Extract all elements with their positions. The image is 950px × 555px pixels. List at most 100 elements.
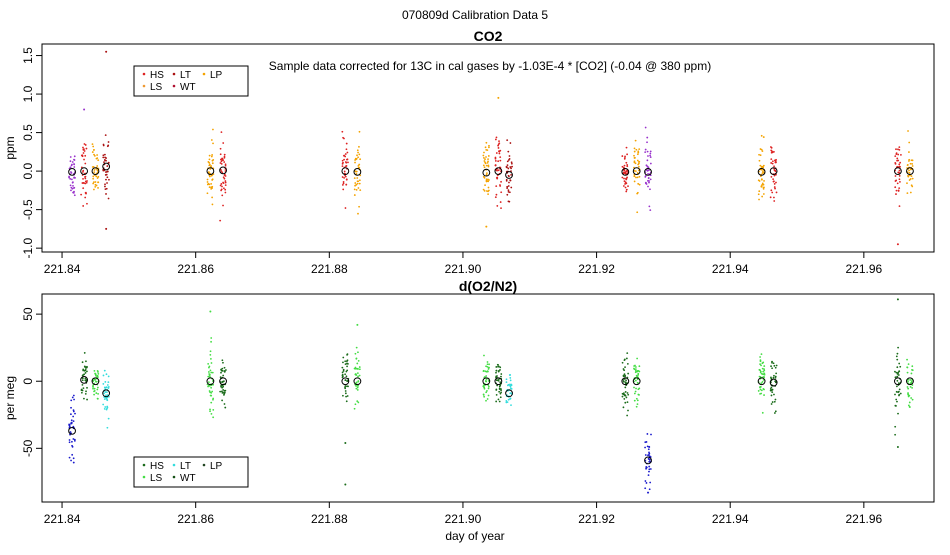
co2-data-point <box>97 159 100 162</box>
o2n2-data-point <box>345 395 347 398</box>
co2-data-point <box>220 131 223 133</box>
co2-data-point <box>105 187 108 190</box>
co2-data-point <box>85 147 88 150</box>
o2n2-data-point <box>896 366 899 369</box>
o2n2-data-point <box>505 381 508 384</box>
co2-legend-label: WT <box>180 82 196 93</box>
o2n2-data-point <box>210 386 213 389</box>
co2-data-point <box>623 171 626 174</box>
co2-data-point <box>70 189 72 192</box>
co2-data-point <box>758 159 761 162</box>
co2-data-point <box>637 150 640 153</box>
co2-data-point <box>345 178 348 181</box>
o2n2-data-point <box>772 362 775 365</box>
o2n2-data-point <box>497 379 500 382</box>
co2-data-point <box>625 188 628 191</box>
co2-data-point <box>345 158 348 161</box>
o2n2-mean-marker <box>769 378 778 387</box>
co2-data-point <box>220 162 223 165</box>
o2n2-data-point <box>207 362 210 365</box>
co2-data-point <box>224 191 227 194</box>
co2-data-point <box>898 205 901 207</box>
o2n2-data-point <box>771 367 774 370</box>
o2n2-data-point <box>505 378 508 381</box>
co2-data-point <box>68 176 71 179</box>
o2n2-data-point <box>68 423 71 426</box>
o2n2-data-point <box>896 375 899 378</box>
o2n2-marks <box>68 298 914 494</box>
o2n2-x-tick-label: 221.86 <box>177 512 214 526</box>
co2-data-point <box>357 187 360 189</box>
co2-mean-marker <box>80 167 88 176</box>
o2n2-data-point <box>356 372 359 375</box>
o2n2-data-point <box>644 446 646 449</box>
o2n2-data-point <box>220 371 222 374</box>
o2n2-panel: d(O2/N2) per meg 221.84 221.86 221.88 221.9… <box>3 278 935 526</box>
o2n2-data-point <box>894 370 896 373</box>
o2n2-mean-marker <box>102 389 111 398</box>
co2-data-point <box>341 162 344 165</box>
co2-data-point <box>906 192 909 195</box>
co2-data-point <box>623 169 626 172</box>
co2-data-point <box>644 181 647 184</box>
o2n2-data-point <box>354 373 357 376</box>
co2-data-point <box>95 168 98 170</box>
co2-data-point <box>224 188 227 191</box>
o2n2-outlier-point <box>344 441 347 444</box>
o2n2-data-point <box>911 368 913 371</box>
co2-data-point <box>84 180 87 183</box>
o2n2-data-point <box>505 401 508 404</box>
o2n2-data-point <box>759 369 762 372</box>
co2-data-point <box>487 158 489 161</box>
o2n2-data-point <box>495 371 497 374</box>
o2n2-data-point <box>80 389 83 392</box>
o2n2-data-point <box>106 394 109 397</box>
co2-data-point <box>509 179 512 182</box>
o2n2-data-point <box>647 474 650 477</box>
co2-data-point <box>354 184 356 187</box>
co2-data-point <box>485 156 487 158</box>
o2n2-outlier-point <box>896 298 899 301</box>
o2n2-data-point <box>773 374 775 377</box>
co2-data-point <box>898 174 901 177</box>
o2n2-data-point <box>911 398 914 401</box>
o2n2-data-point <box>623 394 626 397</box>
co2-data-point <box>774 187 776 190</box>
co2-data-point <box>356 182 359 185</box>
o2n2-data-point <box>209 394 212 397</box>
o2n2-data-point <box>773 393 775 396</box>
co2-data-point <box>898 148 901 151</box>
co2-data-point <box>907 174 909 177</box>
o2n2-data-point <box>633 386 635 389</box>
co2-data-point <box>623 180 626 183</box>
co2-data-point <box>909 191 912 194</box>
co2-data-point <box>645 169 648 172</box>
co2-data-point <box>84 196 87 199</box>
co2-data-point <box>82 148 85 151</box>
o2n2-data-point <box>897 412 899 415</box>
co2-data-point <box>636 153 639 156</box>
o2n2-data-point <box>93 389 96 392</box>
co2-data-point <box>102 156 105 159</box>
o2n2-data-point <box>210 337 213 339</box>
o2n2-data-point <box>356 389 359 391</box>
co2-data-point <box>895 152 898 155</box>
co2-data-point <box>345 148 348 151</box>
co2-data-point <box>638 183 641 186</box>
co2-data-point <box>634 156 636 159</box>
co2-data-point <box>646 150 649 153</box>
co2-data-point <box>760 178 763 181</box>
co2-data-point <box>354 157 357 160</box>
co2-data-point <box>104 185 106 188</box>
o2n2-data-point <box>895 405 897 407</box>
o2n2-data-point <box>344 379 347 382</box>
co2-data-point <box>627 185 629 188</box>
o2n2-data-point <box>356 400 359 403</box>
o2n2-data-point <box>621 392 624 395</box>
co2-data-point <box>898 169 901 172</box>
co2-data-point <box>221 171 224 174</box>
o2n2-data-point <box>648 488 651 491</box>
co2-data-point <box>104 174 107 176</box>
co2-data-point <box>219 184 222 187</box>
co2-data-point <box>82 187 85 190</box>
